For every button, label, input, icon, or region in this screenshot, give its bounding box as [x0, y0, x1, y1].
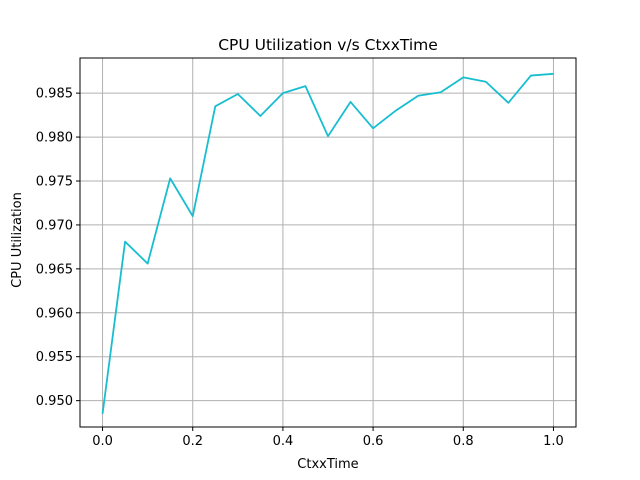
chart-title: CPU Utilization v/s CtxxTime — [218, 36, 438, 54]
x-axis-label: CtxxTime — [297, 457, 358, 472]
y-tick-label: 0.955 — [36, 350, 73, 365]
x-tick-label: 0.4 — [273, 434, 294, 449]
x-tick-label: 0.6 — [363, 434, 384, 449]
x-tick-label: 0.8 — [453, 434, 474, 449]
plot-frame — [79, 57, 577, 428]
y-tick-label: 0.965 — [36, 262, 73, 277]
x-tick-label: 0.2 — [182, 434, 203, 449]
axis-ticks: 0.0 0.2 0.4 0.6 0.8 1.0 0.950 0.955 0.960 0.965 0.… — [36, 87, 564, 449]
x-tick-label: 1.0 — [543, 434, 564, 449]
y-tick-label: 0.950 — [36, 394, 73, 409]
x-tick-label: 0.0 — [92, 434, 113, 449]
y-tick-label: 0.975 — [36, 175, 73, 190]
series-line — [101, 72, 554, 414]
grid — [80, 58, 576, 427]
y-tick-label: 0.960 — [36, 306, 73, 321]
y-axis-label: CPU Utilization — [10, 192, 25, 288]
data-series — [101, 72, 554, 414]
y-tick-label: 0.970 — [36, 218, 73, 233]
y-tick-label: 0.985 — [36, 87, 73, 102]
y-tick-label: 0.980 — [36, 131, 73, 146]
